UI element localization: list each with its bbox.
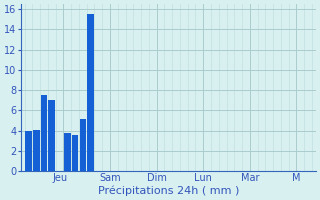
Bar <box>33 130 40 171</box>
Bar <box>48 100 55 171</box>
Bar <box>87 14 94 171</box>
Bar <box>72 135 78 171</box>
X-axis label: Précipitations 24h ( mm ): Précipitations 24h ( mm ) <box>98 185 239 196</box>
Bar <box>64 133 71 171</box>
Bar <box>41 95 47 171</box>
Bar <box>25 131 32 171</box>
Bar <box>80 119 86 171</box>
